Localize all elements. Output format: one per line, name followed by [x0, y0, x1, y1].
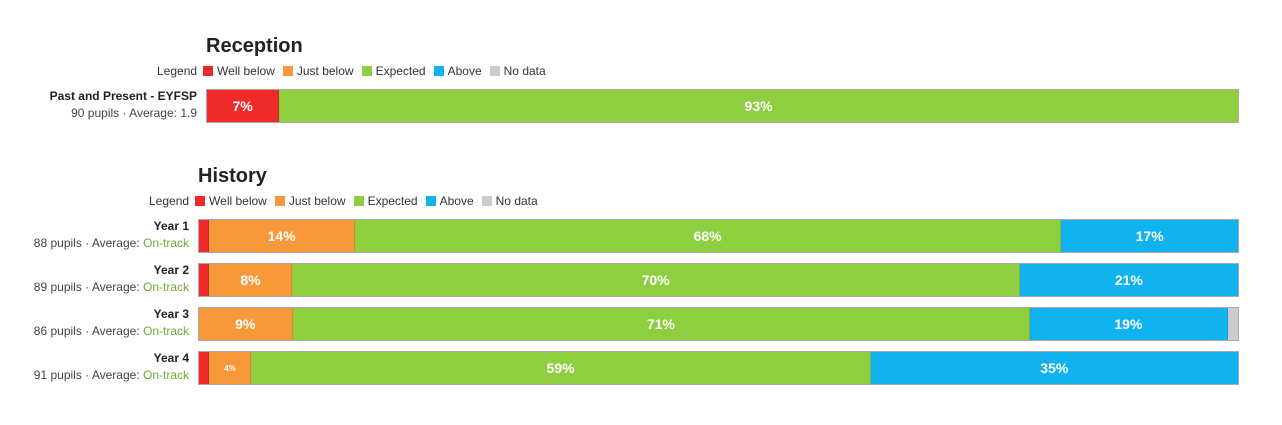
pupil-count: 89 pupils · Average:	[33, 280, 143, 294]
just-below-swatch	[274, 196, 285, 206]
legend-item-well-below: Well below	[203, 64, 275, 78]
reception-row-label: Past and Present - EYFSP 90 pupils · Ave…	[50, 88, 197, 122]
year-2-row-label: Year 2 89 pupils · Average: On-track	[34, 262, 189, 296]
just-below-segment[interactable]: 4%	[209, 352, 252, 384]
stacked-bar[interactable]: 4% 59% 35%	[198, 351, 1239, 385]
stacked-bar[interactable]: 8% 70% 21%	[198, 263, 1239, 297]
above-segment[interactable]: 17%	[1061, 220, 1238, 252]
legend-text: No data	[503, 64, 546, 78]
legend-item-no-data: No data	[481, 194, 538, 208]
row-title: Year 1	[153, 219, 189, 233]
row-subtitle: 91 pupils · Average: On-track	[34, 367, 189, 384]
average-value: On-track	[142, 324, 189, 338]
year-4-row-label: Year 4 91 pupils · Average: On-track	[34, 350, 189, 384]
above-segment[interactable]: 19%	[1030, 308, 1228, 340]
legend-label: Legend	[149, 194, 190, 208]
above-segment[interactable]: 35%	[870, 352, 1238, 384]
year-1-row-label: Year 1 88 pupils · Average: On-track	[34, 218, 189, 252]
pupil-count: 90 pupils · Average:	[71, 106, 181, 120]
expected-segment[interactable]: 71%	[292, 308, 1031, 340]
pupil-count: 91 pupils · Average:	[33, 368, 143, 382]
just-below-swatch	[282, 66, 293, 76]
well-below-swatch	[195, 196, 206, 206]
legend-text: Expected	[367, 194, 418, 208]
reception-title: Reception	[206, 35, 303, 57]
legend-item-above: Above	[425, 194, 474, 208]
legend-text: Well below	[209, 194, 267, 208]
expected-segment[interactable]: 68%	[354, 220, 1062, 252]
above-swatch	[425, 196, 436, 206]
row-title: Year 3	[153, 307, 189, 321]
just-below-segment[interactable]: 8%	[209, 264, 293, 296]
no-data-segment[interactable]	[1227, 308, 1238, 340]
well-below-segment[interactable]: 7%	[207, 90, 280, 122]
legend-item-no-data: No data	[489, 64, 546, 78]
legend-item-well-below: Well below	[195, 194, 267, 208]
row-title: Year 2	[153, 263, 189, 277]
expected-swatch	[353, 196, 364, 206]
row-subtitle: 86 pupils · Average: On-track	[34, 323, 189, 340]
year-3-row-label: Year 3 86 pupils · Average: On-track	[34, 306, 189, 340]
expected-swatch	[361, 66, 372, 76]
expected-segment[interactable]: 93%	[279, 90, 1238, 122]
expected-segment[interactable]: 59%	[251, 352, 871, 384]
expected-segment[interactable]: 70%	[292, 264, 1020, 296]
reception-legend: Legend Well below Just below Expected Ab…	[157, 63, 554, 79]
history-legend: Legend Well below Just below Expected Ab…	[149, 193, 546, 209]
legend-text: Above	[447, 64, 482, 78]
legend-text: Expected	[375, 64, 426, 78]
stacked-bar[interactable]: 9% 71% 19%	[198, 307, 1239, 341]
average-value: On-track	[142, 368, 189, 382]
legend-item-above: Above	[433, 64, 482, 78]
legend-label: Legend	[157, 64, 198, 78]
just-below-segment[interactable]: 14%	[209, 220, 355, 252]
legend-item-expected: Expected	[353, 194, 418, 208]
above-swatch	[433, 66, 444, 76]
row-subtitle: 89 pupils · Average: On-track	[34, 279, 189, 296]
no-data-swatch	[489, 66, 500, 76]
row-subtitle: 88 pupils · Average: On-track	[34, 235, 189, 252]
pupil-count: 86 pupils · Average:	[33, 324, 143, 338]
stacked-bar[interactable]: 14% 68% 17%	[198, 219, 1239, 253]
legend-item-expected: Expected	[361, 64, 426, 78]
well-below-segment[interactable]	[199, 264, 210, 296]
above-segment[interactable]: 21%	[1019, 264, 1238, 296]
row-title: Year 4	[153, 351, 189, 365]
legend-text: Just below	[296, 64, 354, 78]
well-below-segment[interactable]	[199, 352, 210, 384]
row-subtitle: 90 pupils · Average: 1.9	[50, 105, 197, 122]
legend-item-just-below: Just below	[274, 194, 346, 208]
just-below-segment[interactable]: 9%	[199, 308, 293, 340]
legend-text: Well below	[217, 64, 275, 78]
legend-text: Just below	[288, 194, 346, 208]
history-title: History	[198, 165, 267, 187]
pupil-count: 88 pupils · Average:	[33, 236, 143, 250]
average-value: 1.9	[180, 106, 197, 120]
legend-text: Above	[439, 194, 474, 208]
no-data-swatch	[481, 196, 492, 206]
average-value: On-track	[142, 280, 189, 294]
average-value: On-track	[142, 236, 189, 250]
well-below-segment[interactable]	[199, 220, 210, 252]
stacked-bar[interactable]: 7% 93%	[206, 89, 1239, 123]
legend-text: No data	[495, 194, 538, 208]
well-below-swatch	[203, 66, 214, 76]
row-title: Past and Present - EYFSP	[49, 89, 197, 103]
legend-item-just-below: Just below	[282, 64, 354, 78]
